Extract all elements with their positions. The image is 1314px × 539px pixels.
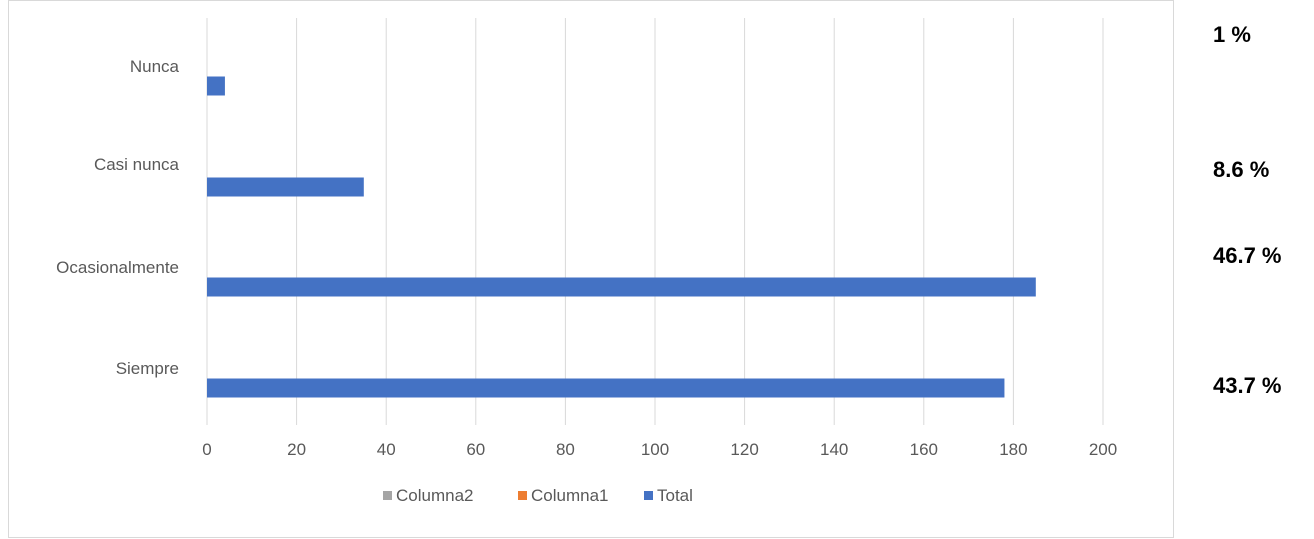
x-tick-label: 60: [466, 440, 485, 459]
x-tick-label: 120: [730, 440, 758, 459]
x-tick-label: 180: [999, 440, 1027, 459]
gridlines: [206, 18, 1104, 425]
x-tick-label: 200: [1089, 440, 1117, 459]
x-tick-label: 80: [556, 440, 575, 459]
x-tick-label: 40: [377, 440, 396, 459]
x-tick-label: 20: [287, 440, 306, 459]
bar-nunca: [207, 76, 225, 96]
x-tick-label: 0: [202, 440, 211, 459]
bar-casi-nunca: [207, 177, 364, 197]
category-label-ocasionalmente: Ocasionalmente: [56, 258, 179, 277]
category-label-casi-nunca: Casi nunca: [94, 155, 180, 174]
x-tick-label: 140: [820, 440, 848, 459]
legend-label-columna2: Columna2: [396, 486, 474, 505]
percent-label-casi-nunca: 8.6 %: [1213, 157, 1270, 182]
legend-swatch-columna2: [383, 491, 392, 500]
category-label-siempre: Siempre: [116, 359, 179, 378]
bar-ocasionalmente: [207, 277, 1036, 297]
x-tick-label: 100: [641, 440, 669, 459]
x-tick-label: 160: [910, 440, 938, 459]
percent-label-nunca: 1 %: [1213, 22, 1251, 47]
legend-label-total: Total: [657, 486, 693, 505]
x-tick-labels: 0 20 40 60 80 100 120 140 160 180 200: [202, 440, 1117, 459]
chart-area: [8, 0, 1174, 538]
category-labels: Nunca Casi nunca Ocasionalmente Siempre: [56, 57, 179, 378]
bar-siempre: [207, 378, 1005, 398]
category-label-nunca: Nunca: [130, 57, 180, 76]
legend-swatch-columna1: [518, 491, 527, 500]
legend-label-columna1: Columna1: [531, 486, 609, 505]
percent-label-ocasionalmente: 46.7 %: [1213, 243, 1282, 268]
legend-swatch-total: [644, 491, 653, 500]
bars: [207, 76, 1036, 398]
legend: Columna2 Columna1 Total: [383, 486, 693, 505]
percent-label-siempre: 43.7 %: [1213, 373, 1282, 398]
